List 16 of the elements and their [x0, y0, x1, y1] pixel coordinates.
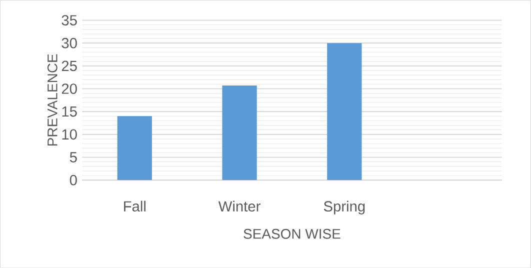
y-tick-label: 5 [70, 152, 77, 162]
x-tick-label: Winter [218, 200, 260, 212]
bar [327, 42, 362, 180]
x-axis-title: SEASON WISE [244, 228, 340, 239]
x-tick-label: Spring [324, 200, 365, 214]
y-tick-label: 15 [62, 106, 77, 117]
y-tick-label: 35 [62, 14, 77, 26]
y-tick-label: 10 [62, 129, 77, 140]
y-tick-label: 20 [62, 83, 77, 94]
y-tick-label: 30 [62, 38, 77, 48]
y-tick-label: 0 [70, 174, 77, 186]
bar [222, 85, 257, 180]
y-tick-label: 25 [62, 60, 77, 71]
bar [117, 116, 152, 180]
y-axis-title: PREVALENCE [47, 54, 58, 146]
x-tick-label: Fall [124, 200, 146, 212]
